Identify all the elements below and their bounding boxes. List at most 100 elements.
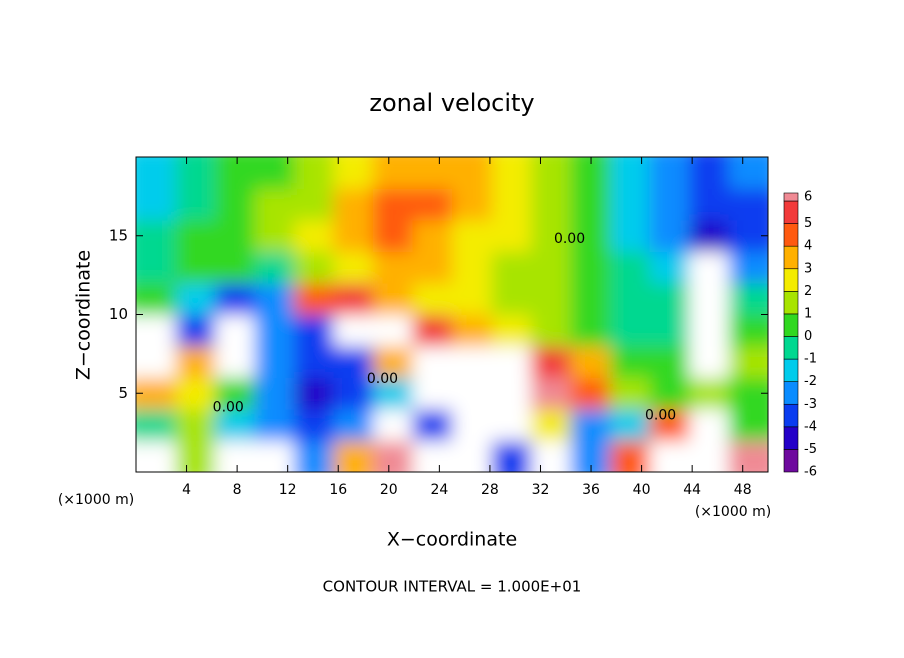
heatmap-cell xyxy=(610,157,650,189)
heatmap-cell xyxy=(373,188,413,221)
y-axis-title: Z−coordinate xyxy=(73,250,95,380)
heatmap-cell xyxy=(491,283,532,315)
heatmap-cell xyxy=(649,188,690,221)
heatmap xyxy=(136,157,768,472)
heatmap-cell xyxy=(452,314,492,347)
colorbar-swatch xyxy=(783,403,799,428)
heatmap-cell xyxy=(689,314,729,347)
heatmap-cell xyxy=(294,283,334,315)
heatmap-cell xyxy=(452,220,492,252)
heatmap-cell xyxy=(491,346,532,378)
heatmap-cell xyxy=(254,440,295,472)
heatmap-cell xyxy=(491,157,532,189)
heatmap-cell xyxy=(333,440,374,472)
x-unit-label: (×1000 m) xyxy=(695,504,771,520)
heatmap-cell xyxy=(175,188,216,221)
heatmap-cell xyxy=(570,314,611,347)
heatmap-cell xyxy=(531,188,571,221)
heatmap-cell xyxy=(254,314,295,347)
heatmap-cell xyxy=(412,377,453,410)
heatmap-cell xyxy=(373,440,413,472)
heatmap-cell xyxy=(333,283,374,315)
heatmap-cell xyxy=(215,283,255,315)
heatmap-cell xyxy=(649,440,690,472)
heatmap-cell xyxy=(452,409,492,441)
heatmap-cell xyxy=(175,283,216,315)
colorbar-label: -4 xyxy=(804,419,817,434)
heatmap-cell xyxy=(254,409,295,441)
heatmap-cell xyxy=(215,314,255,347)
heatmap-cell xyxy=(373,220,413,252)
x-tick-label: 48 xyxy=(734,482,752,498)
heatmap-cell xyxy=(215,409,255,441)
heatmap-cell xyxy=(412,220,453,252)
heatmap-cell xyxy=(136,283,176,315)
heatmap-cell xyxy=(728,220,768,252)
heatmap-cell xyxy=(412,157,453,189)
heatmap-cell xyxy=(175,157,216,189)
y-tick-label: 5 xyxy=(118,384,128,402)
heatmap-cell xyxy=(215,188,255,221)
heatmap-cell xyxy=(215,220,255,252)
x-tick-label: 20 xyxy=(380,482,398,498)
heatmap-cell xyxy=(452,157,492,189)
heatmap-cell xyxy=(254,346,295,378)
heatmap-cell xyxy=(649,283,690,315)
heatmap-cell xyxy=(689,377,729,410)
heatmap-cell xyxy=(531,283,571,315)
heatmap-cell xyxy=(491,377,532,410)
heatmap-cell xyxy=(136,440,176,472)
heatmap-cell xyxy=(531,314,571,347)
heatmap-cell xyxy=(373,251,413,284)
heatmap-cell xyxy=(728,157,768,189)
heatmap-cell xyxy=(175,440,216,472)
heatmap-cell xyxy=(136,314,176,347)
heatmap-cell xyxy=(333,220,374,252)
heatmap-cell xyxy=(373,314,413,347)
heatmap-cell xyxy=(452,283,492,315)
heatmap-cell xyxy=(728,440,768,472)
heatmap-cell xyxy=(689,440,729,472)
heatmap-cell xyxy=(570,377,611,410)
heatmap-cell xyxy=(254,377,295,410)
heatmap-cell xyxy=(412,283,453,315)
x-tick-label: 40 xyxy=(633,482,651,498)
heatmap-cell xyxy=(649,220,690,252)
heatmap-cell xyxy=(294,346,334,378)
heatmap-cell xyxy=(649,409,690,441)
colorbar-swatch xyxy=(783,313,799,337)
heatmap-cell xyxy=(175,346,216,378)
x-tick-label: 12 xyxy=(279,482,297,498)
colorbar-top xyxy=(783,192,799,202)
y-tick-label: 10 xyxy=(109,305,128,323)
heatmap-cell xyxy=(610,188,650,221)
chart-title: zonal velocity xyxy=(369,89,534,117)
heatmap-cell xyxy=(728,283,768,315)
heatmap-cell xyxy=(689,283,729,315)
heatmap-cell xyxy=(570,346,611,378)
heatmap-cell xyxy=(294,440,334,472)
colorbar-label: 3 xyxy=(804,261,812,276)
heatmap-cell xyxy=(728,409,768,441)
heatmap-cell xyxy=(136,346,176,378)
heatmap-cell xyxy=(728,188,768,221)
colorbar-swatch xyxy=(783,426,799,450)
colorbar-label: 4 xyxy=(804,239,812,254)
heatmap-cell xyxy=(136,409,176,441)
x-tick-label: 16 xyxy=(329,482,347,498)
heatmap-cell xyxy=(254,220,295,252)
colorbar-label: 1 xyxy=(804,306,812,321)
contour-label: 0.00 xyxy=(645,407,676,423)
heatmap-cell xyxy=(689,409,729,441)
heatmap-cell xyxy=(136,157,176,189)
heatmap-cell xyxy=(333,157,374,189)
heatmap-cell xyxy=(689,188,729,221)
heatmap-cell xyxy=(728,314,768,347)
heatmap-cell xyxy=(531,346,571,378)
heatmap-cell xyxy=(570,188,611,221)
colorbar-swatch xyxy=(783,245,799,270)
heatmap-cell xyxy=(215,251,255,284)
heatmap-cell xyxy=(570,220,611,252)
heatmap-cell xyxy=(412,188,453,221)
heatmap-cell xyxy=(649,377,690,410)
